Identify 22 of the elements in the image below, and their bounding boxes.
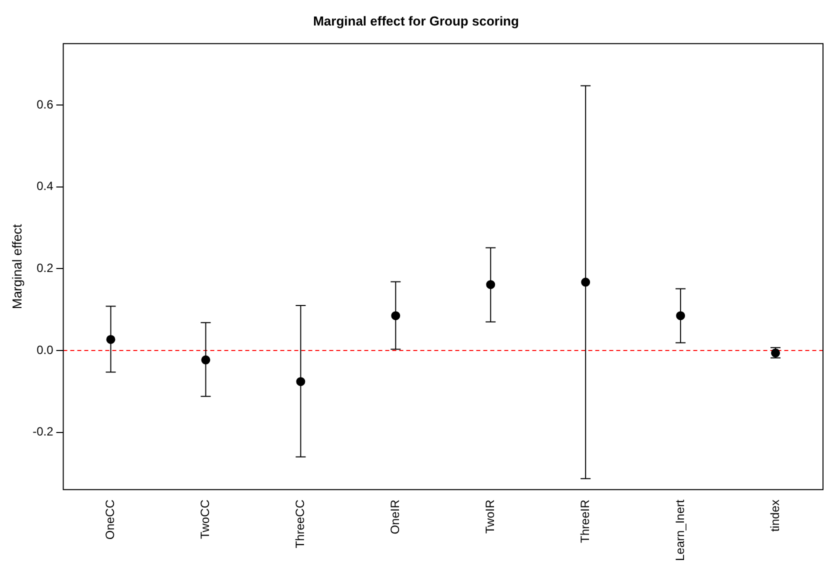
x-tick-label: TwoCC <box>198 499 212 539</box>
x-tick-label: OneCC <box>103 499 118 540</box>
point <box>676 311 686 320</box>
y-tick-label: 0.2 <box>36 260 54 275</box>
chart-title: Marginal effect for Group scoring <box>313 13 519 28</box>
point <box>581 278 590 287</box>
y-tick-label: -0.2 <box>32 424 54 439</box>
point <box>106 334 116 344</box>
y-tick-label: 0.4 <box>36 179 54 194</box>
x-tick-label: tindex <box>768 500 782 532</box>
x-tick-label: Learn_Inert <box>672 498 687 562</box>
point <box>296 377 306 386</box>
x-tick-label: OneIR <box>388 499 402 534</box>
x-tick-label: ThreeCC <box>293 499 308 548</box>
y-tick-label: 0.0 <box>36 342 54 357</box>
point <box>391 311 400 320</box>
y-axis-title: Marginal effect <box>9 224 24 310</box>
y-tick-label: 0.6 <box>36 97 54 112</box>
point <box>201 355 210 364</box>
x-tick-label: ThreeIR <box>578 499 592 543</box>
point <box>486 280 496 290</box>
x-tick-label: TwoIR <box>482 499 497 534</box>
